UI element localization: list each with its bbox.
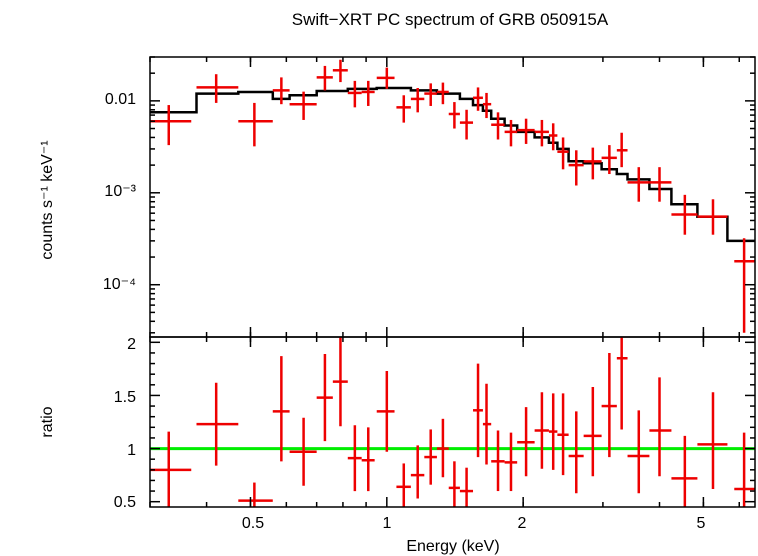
chart-title: Swift−XRT PC spectrum of GRB 050915A — [292, 10, 609, 29]
spectrum-data-point — [517, 118, 535, 144]
ratio-data-point — [196, 382, 239, 466]
ratio-data-point — [491, 430, 505, 492]
y-tick-label-0.01: 0.01 — [105, 91, 136, 108]
spectrum-data-point — [473, 87, 483, 111]
ratio-y-tick-0.5: 0.5 — [114, 494, 136, 511]
ratio-data-point — [534, 392, 549, 469]
spectrum-data-point — [272, 77, 290, 105]
spectrum-data-point — [482, 92, 492, 119]
ratio-data-point — [548, 393, 558, 470]
ratio-data-point — [459, 467, 474, 507]
spectrum-data-point — [671, 194, 698, 235]
spectrum-data-point — [238, 102, 273, 147]
spectrum-data-point — [448, 102, 460, 129]
spectrum-data-point — [361, 80, 375, 106]
spectrum-data-point — [424, 83, 437, 106]
x-tick-label-5: 5 — [697, 515, 706, 532]
ratio-data-point — [410, 445, 425, 499]
ratio-data-point — [557, 393, 569, 476]
spectrum-data-point — [150, 105, 192, 146]
ratio-data-point — [616, 337, 628, 430]
ratio-data-point — [316, 354, 333, 442]
ratio-data-point — [448, 461, 460, 507]
ratio-data-point — [424, 429, 437, 485]
ratio-data-point — [347, 425, 362, 492]
spectrum-data-point — [410, 88, 425, 113]
ratio-data-point — [734, 432, 755, 507]
y-tick-label-1e-3: 10⁻³ — [104, 183, 136, 200]
x-tick-label-0.5: 0.5 — [242, 515, 264, 532]
y-tick-label-1e-4: 10⁻⁴ — [103, 276, 136, 293]
ratio-data-point — [361, 427, 375, 492]
ratio-data-point — [436, 418, 449, 478]
x-tick-label-2: 2 — [518, 515, 527, 532]
ratio-data-point — [376, 371, 395, 452]
ratio-data-point — [697, 392, 728, 489]
spectrum-data-point — [616, 132, 628, 168]
spectrum-data-point — [534, 119, 549, 147]
spectrum-data-point — [601, 145, 617, 175]
spectrum-data-point — [649, 167, 672, 202]
spectrum-data-point — [347, 80, 362, 108]
spectrum-panel: 0.01 10⁻³ 10⁻⁴ counts s⁻¹ keV⁻¹ — [39, 56, 756, 338]
spectrum-data-point — [196, 74, 239, 103]
ratio-data-point — [150, 431, 192, 507]
spectrum-data-point — [491, 112, 505, 140]
spectrum-data-point — [376, 67, 395, 89]
model-step-line — [150, 86, 755, 243]
spectrum-data-point — [289, 91, 317, 120]
ratio-y-tick-1: 1 — [127, 442, 136, 459]
spectrum-data-point — [568, 150, 584, 186]
spectrum-data-point — [627, 167, 650, 202]
ratio-data-point — [583, 386, 602, 477]
spectrum-frame — [149, 56, 756, 338]
spectrum-data-point — [316, 65, 333, 91]
ratio-y-tick-2: 2 — [127, 336, 136, 353]
ratio-data-point — [396, 463, 411, 507]
spectrum-data-point — [332, 59, 348, 83]
ratio-panel: 0.5 1 1.5 2 0.5 1 2 5 ratio Energy (keV) — [39, 336, 756, 555]
ratio-data-point — [272, 356, 290, 462]
spectrum-data-point — [548, 123, 558, 151]
ratio-y-tick-1.5: 1.5 — [114, 389, 136, 406]
spectrum-data-point — [557, 137, 569, 170]
x-tick-label-1: 1 — [383, 515, 392, 532]
ratio-data-point — [289, 417, 317, 486]
ratio-data-point — [332, 337, 348, 427]
spectrum-data-point — [583, 147, 602, 180]
ratio-data-point — [473, 363, 483, 458]
x-axis-label: Energy (keV) — [406, 538, 499, 555]
ratio-data-point — [517, 407, 535, 477]
spectrum-data-point — [504, 119, 518, 147]
spectrum-data-point — [734, 238, 755, 333]
ratio-frame — [149, 336, 756, 508]
spectrum-data-point — [697, 199, 728, 235]
spectrum-data-point — [396, 95, 411, 123]
ratio-data-point — [568, 411, 584, 494]
ratio-data-point — [504, 432, 518, 492]
spectrum-data-point — [436, 82, 449, 105]
spectrum-y-axis-label: counts s⁻¹ keV⁻¹ — [39, 140, 56, 259]
ratio-data-point — [482, 383, 492, 465]
spectrum-data-point — [459, 109, 474, 140]
ratio-data-point — [649, 377, 672, 477]
ratio-data-point — [601, 352, 617, 458]
ratio-y-axis-label: ratio — [39, 406, 56, 437]
ratio-data-point — [671, 435, 698, 507]
ratio-data-point — [627, 410, 650, 494]
ratio-data-point — [238, 482, 273, 507]
